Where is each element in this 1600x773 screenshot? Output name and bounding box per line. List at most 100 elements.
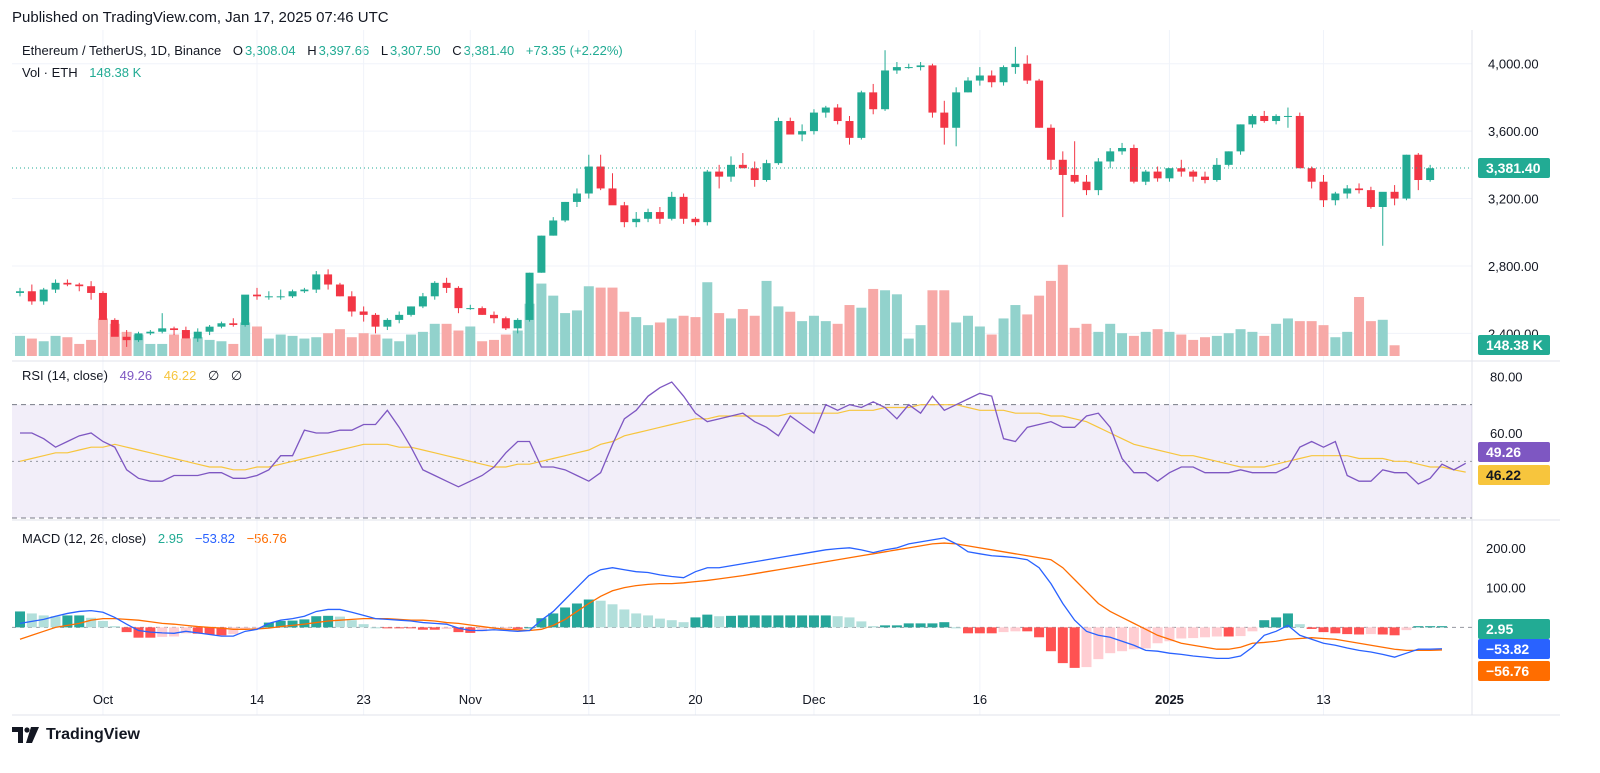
candle-body[interactable] — [727, 164, 735, 177]
candle-body[interactable] — [904, 67, 913, 69]
candle-body[interactable] — [1402, 154, 1411, 199]
candle-body[interactable] — [1212, 164, 1221, 181]
candle-body[interactable] — [809, 112, 818, 132]
candle-body[interactable] — [1272, 115, 1281, 122]
candle-body[interactable] — [1153, 171, 1162, 179]
candle-body[interactable] — [253, 294, 261, 297]
candle-body[interactable] — [134, 333, 143, 341]
candle-body[interactable] — [1046, 127, 1055, 160]
candle-body[interactable] — [928, 65, 937, 113]
candle-body[interactable] — [1118, 147, 1127, 152]
candle-body[interactable] — [110, 319, 119, 337]
candle-body[interactable] — [679, 196, 688, 219]
candle-body[interactable] — [738, 164, 747, 169]
candle-body[interactable] — [1023, 63, 1032, 81]
candle-body[interactable] — [667, 196, 676, 219]
candle-body[interactable] — [1355, 188, 1364, 191]
candle-body[interactable] — [442, 282, 451, 288]
candle-body[interactable] — [1414, 154, 1423, 181]
candle-body[interactable] — [632, 218, 641, 223]
candle-body[interactable] — [51, 282, 60, 290]
candle-body[interactable] — [715, 171, 724, 177]
candle-body[interactable] — [1366, 190, 1375, 207]
candle-body[interactable] — [1295, 115, 1304, 169]
candle-body[interactable] — [359, 311, 368, 315]
candle-body[interactable] — [1248, 115, 1257, 125]
candle-body[interactable] — [501, 318, 510, 329]
candle-body[interactable] — [620, 205, 629, 223]
candle-body[interactable] — [1260, 115, 1269, 122]
candle-body[interactable] — [98, 292, 107, 320]
candle-body[interactable] — [1283, 115, 1292, 117]
candle-body[interactable] — [158, 328, 167, 332]
candle-body[interactable] — [1011, 63, 1020, 68]
candle-body[interactable] — [1035, 80, 1044, 128]
candle-body[interactable] — [1189, 171, 1198, 177]
candle-body[interactable] — [572, 193, 581, 202]
candle-body[interactable] — [193, 331, 202, 339]
candle-body[interactable] — [703, 171, 712, 223]
candle-body[interactable] — [490, 314, 498, 319]
candle-body[interactable] — [1307, 168, 1316, 182]
candle-body[interactable] — [584, 166, 593, 194]
candle-body[interactable] — [430, 282, 439, 297]
candle-body[interactable] — [16, 291, 24, 293]
candle-body[interactable] — [549, 220, 558, 236]
candle-body[interactable] — [845, 121, 854, 138]
candle-body[interactable] — [1378, 191, 1387, 207]
candle-body[interactable] — [940, 112, 949, 128]
candle-body[interactable] — [774, 121, 783, 164]
candle-body[interactable] — [999, 67, 1008, 83]
candle-body[interactable] — [335, 284, 344, 297]
candle-body[interactable] — [608, 188, 617, 206]
candle-body[interactable] — [288, 291, 297, 297]
candle-body[interactable] — [537, 235, 546, 273]
candle-body[interactable] — [655, 212, 664, 219]
candle-body[interactable] — [418, 296, 427, 307]
candle-body[interactable] — [1058, 159, 1067, 175]
candle-body[interactable] — [276, 296, 285, 298]
candle-body[interactable] — [952, 92, 961, 128]
candle-body[interactable] — [146, 331, 155, 334]
candle-body[interactable] — [881, 70, 890, 110]
candle-body[interactable] — [347, 296, 356, 312]
candle-body[interactable] — [513, 319, 522, 329]
candle-body[interactable] — [916, 65, 925, 68]
candle-body[interactable] — [1094, 161, 1103, 191]
candle-body[interactable] — [1106, 151, 1115, 162]
candle-body[interactable] — [1390, 191, 1399, 199]
candle-body[interactable] — [395, 314, 404, 320]
candle-body[interactable] — [205, 326, 214, 332]
candle-body[interactable] — [75, 284, 84, 287]
candle-body[interactable] — [39, 289, 48, 302]
candle-body[interactable] — [1201, 176, 1209, 181]
candle-body[interactable] — [181, 330, 190, 339]
candle-body[interactable] — [170, 328, 179, 331]
candle-body[interactable] — [596, 166, 605, 189]
candle-body[interactable] — [383, 319, 392, 327]
candle-body[interactable] — [892, 67, 901, 71]
candle-body[interactable] — [798, 131, 807, 135]
candle-body[interactable] — [300, 289, 309, 292]
candle-body[interactable] — [324, 274, 333, 285]
candle-body[interactable] — [1343, 188, 1352, 194]
candle-body[interactable] — [1331, 193, 1340, 201]
candle-body[interactable] — [371, 314, 380, 327]
candle-body[interactable] — [1141, 171, 1150, 182]
candle-body[interactable] — [644, 212, 653, 219]
candle-body[interactable] — [750, 168, 759, 181]
candle-body[interactable] — [312, 274, 321, 290]
candle-body[interactable] — [975, 75, 984, 81]
candle-body[interactable] — [63, 282, 72, 285]
candle-body[interactable] — [454, 287, 463, 309]
candle-body[interactable] — [691, 218, 700, 223]
candle-body[interactable] — [407, 306, 416, 315]
candle-body[interactable] — [1319, 181, 1328, 201]
candle-body[interactable] — [786, 121, 795, 135]
candle-body[interactable] — [229, 323, 238, 325]
candle-body[interactable] — [1165, 168, 1174, 179]
candle-body[interactable] — [1177, 168, 1186, 172]
candle-body[interactable] — [833, 107, 842, 122]
candle-body[interactable] — [1070, 174, 1079, 182]
candle-body[interactable] — [762, 163, 771, 181]
